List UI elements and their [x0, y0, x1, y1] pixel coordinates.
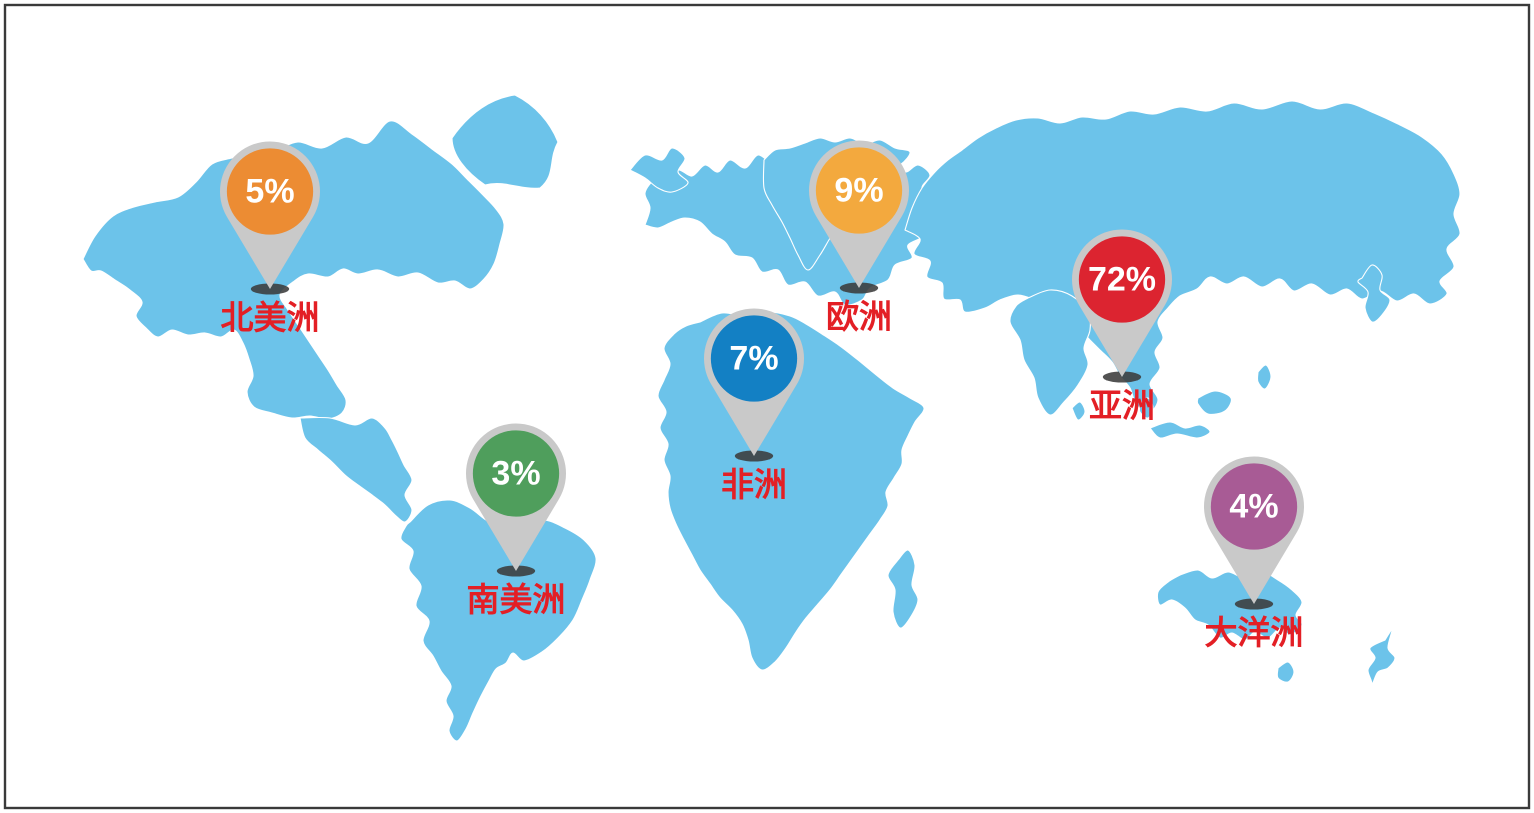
svg-text:北美洲: 北美洲: [221, 299, 320, 336]
svg-text:7%: 7%: [729, 340, 778, 378]
svg-text:3%: 3%: [491, 455, 540, 493]
svg-text:非洲: 非洲: [721, 466, 787, 503]
svg-text:72%: 72%: [1088, 261, 1156, 299]
svg-text:欧洲: 欧洲: [826, 298, 892, 335]
svg-text:5%: 5%: [245, 173, 294, 211]
svg-text:9%: 9%: [834, 172, 883, 210]
svg-text:大洋洲: 大洋洲: [1205, 614, 1304, 651]
svg-text:南美洲: 南美洲: [467, 581, 566, 618]
svg-text:4%: 4%: [1229, 488, 1278, 526]
svg-text:亚洲: 亚洲: [1089, 387, 1155, 424]
